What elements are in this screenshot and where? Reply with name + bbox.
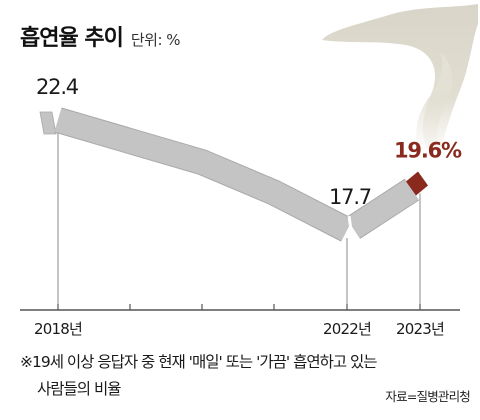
smoke-wisp (416, 52, 453, 150)
footnote: ※19세 이상 응답자 중 현재 '매일' 또는 '가끔' 흡연하고 있는 사람… (20, 349, 470, 403)
source-credit: 자료=질병관리청 (385, 389, 470, 404)
cigarette-line (39, 107, 428, 245)
x-tick-label-2023년: 2023년 (396, 320, 444, 338)
smoke-plume (322, 4, 478, 150)
x-tick-labels: 2018년 2022년 2023년 (34, 320, 445, 338)
value-label-2018년: 22.4 (36, 75, 79, 99)
x-tick-label-2022년: 2022년 (323, 320, 371, 338)
cigarette-filter (39, 111, 57, 135)
smoke-illustration (322, 4, 478, 150)
chart-title: 흡연율 추이 (20, 26, 124, 51)
cigarette-body (54, 108, 353, 241)
x-tick-label-2018년: 2018년 (34, 320, 82, 338)
unit-label: 단위: % (130, 31, 181, 49)
value-label-2023년: 19.6% (394, 139, 462, 163)
footnote-line-1: ※19세 이상 응답자 중 현재 '매일' 또는 '가끔' 흡연하고 있는 (20, 353, 378, 371)
chart-header: 흡연율 추이 단위: % (20, 20, 181, 52)
x-axis (20, 304, 460, 311)
bend-gap (347, 215, 355, 245)
value-labels: 22.4 17.7 19.6% (36, 75, 463, 209)
value-label-2022년: 17.7 (329, 185, 371, 209)
cigarette-tip (346, 179, 419, 239)
vertical-guides (57, 128, 421, 310)
ember-tip (406, 171, 428, 196)
footnote-line-2: 사람들의 비율 (37, 380, 121, 398)
